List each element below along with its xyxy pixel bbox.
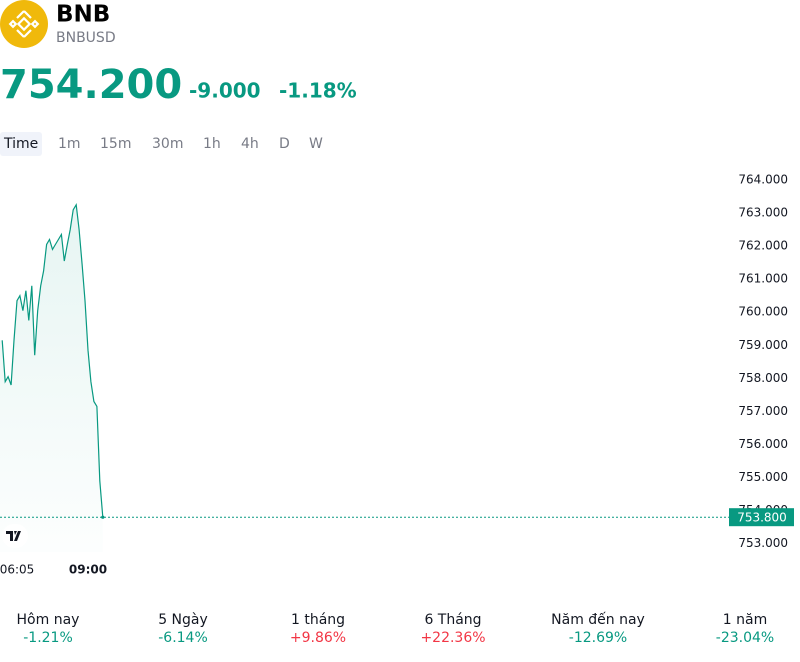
tabs: Time 1m 15m 30m 1h 4h D W [3,136,323,152]
period-change[interactable]: -12.69% [569,630,627,646]
y-tick-label: 757.000 [738,404,788,418]
symbol: BNB [56,2,110,28]
y-tick-label: 761.000 [738,272,788,286]
price-line [1,202,104,518]
logo [0,0,48,48]
x-tick-label: 09:00 [69,563,107,577]
period-label[interactable]: Năm đến nay [551,611,645,628]
last-price-label: 753.800 [737,511,787,525]
area [0,204,103,553]
tab[interactable]: 15m [100,136,131,152]
y-tick-label: 753.000 [738,536,788,550]
y-tick-label: 763.000 [738,206,788,220]
change-percent: -1.18% [279,79,357,103]
tv-logo [2,524,28,548]
period-change[interactable]: -1.21% [23,630,73,646]
period-change[interactable]: +9.86% [290,630,346,646]
period-label[interactable]: 6 Tháng [424,612,481,628]
price: 754.200 [0,62,182,108]
active-tab-bg [0,132,42,156]
tab[interactable]: 30m [152,136,183,152]
period-change[interactable]: -23.04% [716,630,774,646]
tab[interactable]: 1m [58,136,81,152]
y-tick-label: 762.000 [738,239,788,253]
x-tick-label: 06:05 [0,563,34,577]
last-price-badge [729,508,794,527]
y-tick-label: 755.000 [738,470,788,484]
tab[interactable]: 4h [241,136,259,152]
y-tick-label: 756.000 [738,437,788,451]
y-tick-label: 760.000 [738,305,788,319]
change: -9.000 [189,79,261,103]
tab[interactable]: Time [3,136,38,152]
period-label[interactable]: 5 Ngày [158,612,208,628]
performance: Hôm nay -1.21% 5 Ngày -6.14% 1 tháng +9.86% 6 … [17,611,775,646]
tab[interactable]: D [279,136,290,152]
last-point [101,515,105,519]
y-tick-label: 764.000 [738,173,788,187]
period-label[interactable]: 1 tháng [291,612,345,628]
period-change[interactable]: -6.14% [158,630,208,646]
y-tick-label: 759.000 [738,338,788,352]
y-tick-label: 758.000 [738,371,788,385]
ticker: BNBUSD [56,30,116,46]
chart: 753.000754.000755.000756.000757.000758.0… [0,173,794,577]
period-label[interactable]: 1 năm [723,612,767,628]
period-label[interactable]: Hôm nay [17,612,80,628]
tab[interactable]: W [309,136,323,152]
period-change[interactable]: +22.36% [420,630,485,646]
tab[interactable]: 1h [203,136,221,152]
